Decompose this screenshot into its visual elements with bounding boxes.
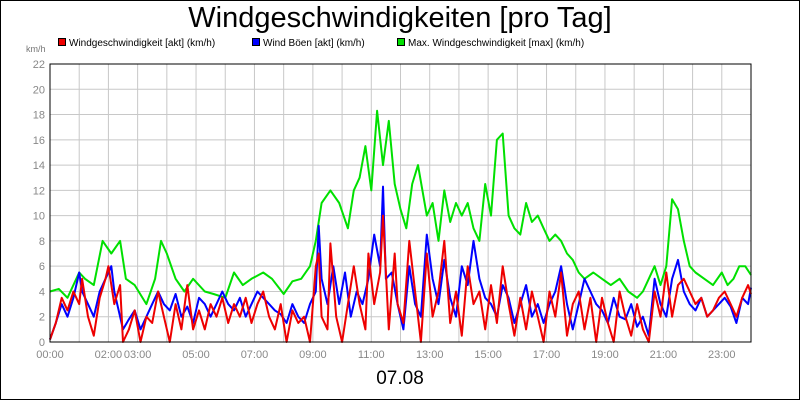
x-tick-label: 19:00	[591, 349, 619, 361]
series-line-1	[49, 185, 752, 340]
legend-label: Max. Windgeschwindigkeit [max] (km/h)	[408, 38, 585, 49]
legend-swatch-red	[58, 38, 66, 46]
legend-item-windgeschwindigkeit: Windgeschwindigkeit [akt] (km/h)	[58, 38, 215, 49]
x-tick-label: 21:00	[650, 349, 678, 361]
x-tick-label: 03:00	[124, 349, 152, 361]
chart-title: Windgeschwindigkeiten [pro Tag]	[188, 2, 612, 34]
y-tick-label: 12	[33, 185, 45, 197]
y-tick-label: 20	[33, 84, 45, 96]
series-line-2	[49, 214, 752, 343]
legend-item-wind-boeen: Wind Böen [akt] (km/h)	[252, 38, 365, 49]
y-tick-label: 22	[33, 59, 45, 71]
legend-item-max-windgeschwindigkeit: Max. Windgeschwindigkeit [max] (km/h)	[397, 38, 584, 49]
plot-border	[49, 63, 752, 343]
x-tick-label: 09:00	[299, 349, 327, 361]
x-tick-label: 02:00	[95, 349, 123, 361]
y-tick-label: 10	[33, 211, 45, 223]
x-tick-label: 00:00	[36, 349, 64, 361]
x-tick-label: 05:00	[182, 349, 210, 361]
y-tick-label: 16	[33, 135, 45, 147]
y-tick-label: 14	[33, 160, 45, 172]
legend-swatch-green	[397, 38, 405, 46]
x-tick-label: 11:00	[358, 349, 385, 361]
x-tick-label: 07:00	[241, 349, 269, 361]
y-tick-label: 8	[39, 236, 45, 248]
y-axis-unit: km/h	[26, 44, 46, 54]
x-tick-label: 15:00	[474, 349, 502, 361]
y-tick-label: 2	[39, 312, 45, 324]
x-tick-label: 13:00	[416, 349, 444, 361]
x-tick-label: 23:00	[708, 349, 736, 361]
date-label: 07.08	[376, 368, 424, 389]
x-tick-label: 17:00	[533, 349, 561, 361]
legend-label: Windgeschwindigkeit [akt] (km/h)	[69, 38, 216, 49]
legend-label: Wind Böen [akt] (km/h)	[263, 38, 365, 49]
y-tick-label: 18	[33, 110, 45, 122]
legend-swatch-blue	[252, 38, 260, 46]
y-tick-label: 4	[39, 286, 45, 298]
y-tick-label: 6	[39, 261, 45, 273]
y-tick-label: 0	[39, 337, 45, 349]
